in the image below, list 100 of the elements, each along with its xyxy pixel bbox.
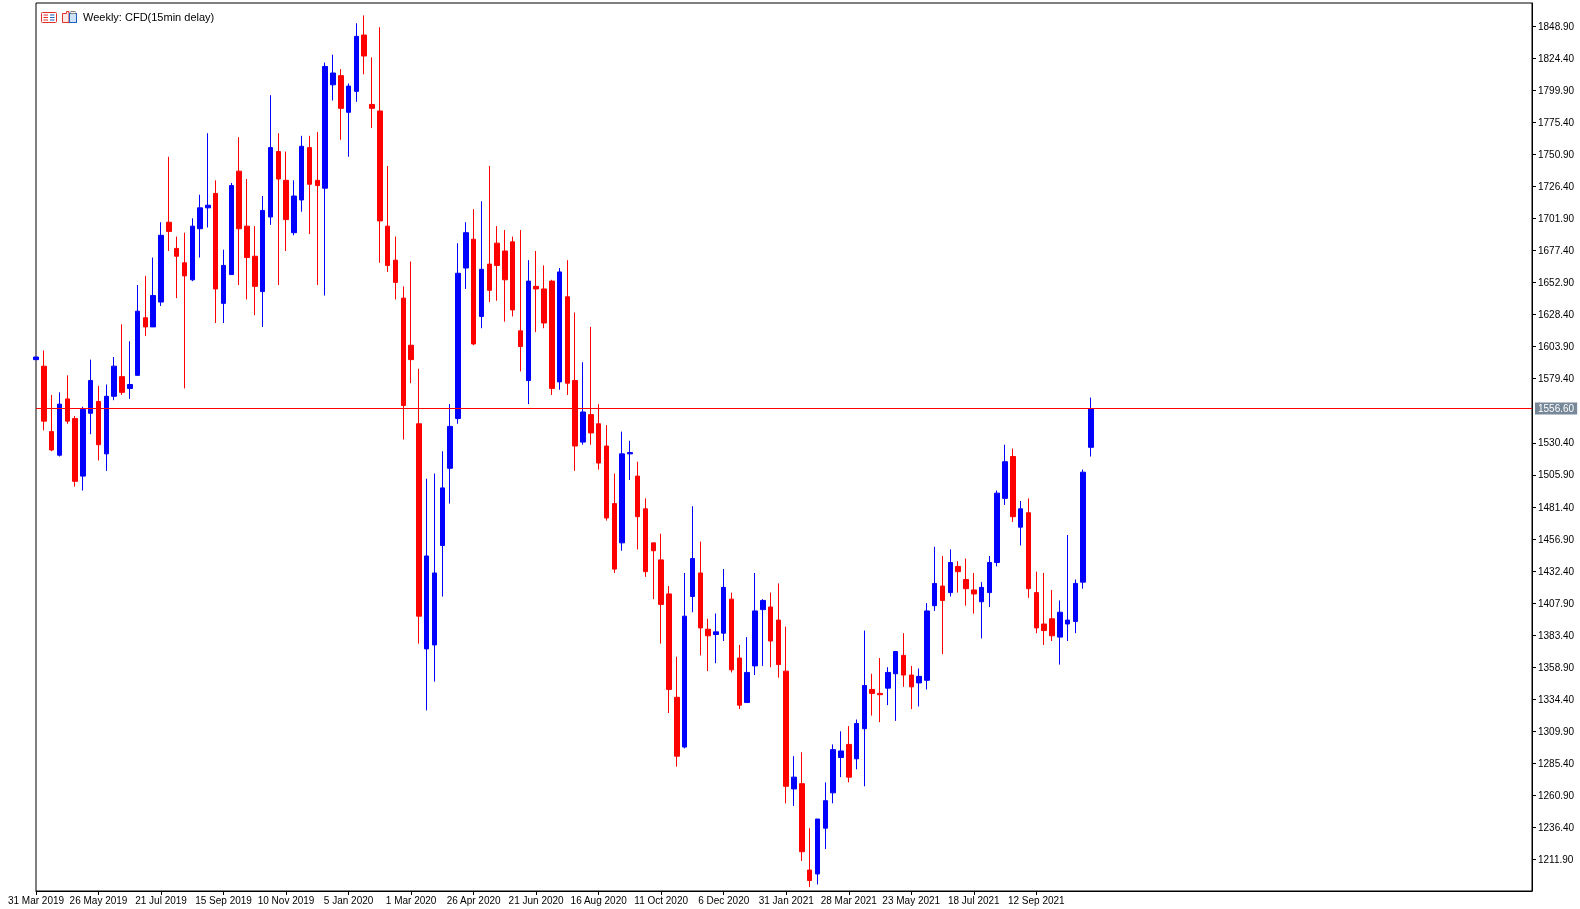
y-tick-label: 1652.90 (1538, 277, 1575, 289)
y-tick-label: 1603.90 (1538, 341, 1575, 353)
candlestick (236, 136, 242, 286)
candlestick (260, 195, 265, 328)
candlestick (80, 406, 86, 492)
y-tick-label: 1799.90 (1538, 84, 1575, 96)
candlestick (1080, 469, 1086, 590)
candlestick (955, 560, 961, 594)
x-tick-label: 5 Jan 2020 (323, 894, 374, 906)
y-tick-label: 1358.90 (1538, 661, 1575, 673)
x-tick-label: 1 Mar 2020 (385, 894, 437, 906)
candlestick (909, 665, 914, 710)
candlestick (791, 755, 797, 807)
candlestick (377, 26, 383, 264)
candlestick (252, 225, 258, 316)
candlestick (666, 585, 672, 714)
candlestick (143, 275, 148, 337)
x-tick-label: 21 Jul 2019 (135, 894, 188, 906)
x-tick-label: 31 Mar 2019 (7, 894, 65, 906)
candlestick (940, 555, 945, 655)
candlestick (197, 194, 203, 259)
candlestick (698, 541, 703, 656)
candlestick (221, 249, 226, 324)
candlestick (901, 632, 906, 688)
candlestick (994, 490, 1000, 567)
candlestick (526, 259, 531, 405)
candlestick (502, 229, 508, 323)
candlestick (854, 719, 859, 770)
candlestick (190, 217, 195, 282)
candlestick (369, 56, 375, 129)
candlestick (1018, 500, 1023, 546)
candlestick (518, 229, 523, 372)
candlestick (948, 548, 953, 598)
candlestick (510, 236, 515, 317)
candlestick (635, 461, 640, 550)
candlestick (479, 200, 484, 329)
candlestick (88, 359, 93, 435)
candlestick (455, 242, 461, 425)
candlestick (1065, 534, 1070, 642)
x-tick-label: 15 Sep 2019 (195, 894, 253, 906)
candlestick (916, 668, 922, 707)
y-tick-label: 1579.40 (1538, 373, 1575, 385)
x-tick-label: 10 Nov 2019 (257, 894, 315, 906)
candlestick (1041, 572, 1047, 646)
candlestick (119, 323, 125, 396)
candlestick (361, 14, 367, 75)
candlestick (557, 267, 562, 391)
y-tick-label: 1383.40 (1538, 629, 1575, 641)
candlestick (330, 54, 336, 101)
candlestick (166, 156, 172, 252)
candlestick (338, 68, 344, 141)
candlestick (1073, 579, 1078, 634)
candlestick (658, 533, 664, 645)
candlestick (987, 555, 992, 608)
candlestick (776, 582, 781, 679)
candlestick (1026, 497, 1031, 599)
candlestick (322, 62, 328, 297)
x-tick-label: 23 May 2021 (882, 894, 941, 906)
candlestick (815, 818, 820, 885)
candlestick (315, 131, 320, 286)
candlestick (354, 22, 359, 103)
candlestick (494, 225, 500, 302)
candlestick (463, 221, 469, 290)
candlestick (487, 165, 492, 303)
candlestick (1088, 397, 1094, 457)
candlestick (229, 182, 234, 276)
candlestick (33, 356, 39, 361)
candlestick (737, 644, 742, 710)
x-tick-label: 28 Mar 2021 (820, 894, 878, 906)
candlestick (619, 431, 625, 552)
candlestick (877, 657, 883, 723)
candlestick (846, 725, 852, 783)
candlestick (213, 179, 218, 324)
candlestick (924, 602, 930, 690)
candlestick (643, 497, 648, 578)
candlestick (283, 151, 289, 252)
text: Weekly: CFD(15min delay) (83, 10, 215, 23)
candlestick (932, 546, 937, 612)
x-tick-label: 26 May 2019 (69, 894, 128, 906)
candlestick (244, 178, 250, 300)
candlestick (440, 450, 445, 598)
candlestick (1049, 589, 1055, 642)
ref-line-label: 1556.60 (1538, 403, 1575, 415)
candlestick (604, 424, 609, 522)
candlestick (705, 618, 711, 672)
candlestick (862, 630, 867, 787)
candlestick (963, 558, 969, 607)
candlestick (276, 132, 281, 286)
candlestick (541, 264, 547, 329)
y-tick-label: 1750.90 (1538, 148, 1575, 160)
y-tick-label: 1211.90 (1538, 854, 1574, 866)
candlestick (408, 260, 414, 384)
candlestick (533, 250, 539, 333)
y-tick-label: 1285.40 (1538, 758, 1575, 770)
y-tick-label: 1334.40 (1538, 693, 1575, 705)
candlestick (393, 236, 398, 300)
y-tick-label: 1530.40 (1538, 437, 1575, 449)
candlestick (823, 781, 828, 850)
candlestick (150, 257, 156, 328)
y-tick-label: 1309.90 (1538, 725, 1575, 737)
